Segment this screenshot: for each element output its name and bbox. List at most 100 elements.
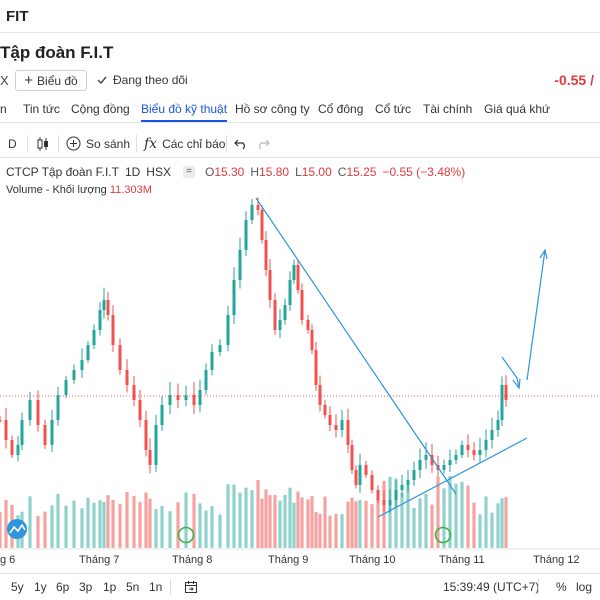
volume-bar: [72, 500, 76, 548]
compare-label: So sánh: [86, 136, 131, 151]
add-chart-button[interactable]: + Biểu đồ: [15, 70, 87, 91]
range-1d[interactable]: 1n: [149, 580, 163, 594]
redo-icon: [259, 139, 270, 149]
compare-button[interactable]: So sánh: [66, 129, 130, 158]
volume-bar: [283, 495, 287, 548]
volume-bar: [244, 487, 248, 548]
event-marker-icon[interactable]: [434, 526, 452, 544]
tab-news[interactable]: Tin tức: [23, 102, 60, 116]
candle-body: [154, 425, 158, 465]
volume-bar: [192, 493, 196, 548]
tab-dividends[interactable]: Cổ tức: [375, 102, 412, 116]
volume-bar: [204, 510, 208, 548]
volume-bar: [300, 497, 304, 548]
volume-bar: [268, 495, 272, 548]
volume-bar: [50, 505, 54, 548]
volume-bar: [4, 499, 8, 548]
event-marker-icon[interactable]: [177, 526, 195, 544]
volume-bar: [64, 505, 68, 548]
time-axis-label: Tháng 9: [268, 554, 308, 566]
candle-body: [148, 450, 152, 465]
volume-bar: [460, 481, 464, 548]
redo-button[interactable]: [256, 129, 270, 158]
log-scale-toggle[interactable]: log: [576, 580, 593, 594]
tab-shareholders[interactable]: Cổ đông: [318, 102, 364, 116]
volume-bar: [318, 514, 322, 548]
volume-bar: [256, 479, 260, 548]
volume-bar: [354, 501, 358, 548]
volume-bar: [424, 493, 428, 548]
volume-bar: [412, 507, 416, 548]
volume-bar: [454, 483, 458, 548]
candle-body: [382, 500, 386, 505]
candle-body: [72, 370, 76, 380]
candle-body: [118, 345, 122, 370]
percent-scale-toggle[interactable]: %: [556, 580, 567, 594]
volume-label: Volume - Khối lượng: [6, 184, 107, 196]
range-1y[interactable]: 1y: [34, 580, 47, 594]
function-icon: fx: [144, 135, 158, 152]
volume-bar: [168, 511, 172, 548]
follow-toggle[interactable]: Đang theo dõi: [97, 73, 188, 87]
tab-bar: n Tin tức Cộng đồng Biểu đồ kỹ thuật Hồ …: [0, 97, 600, 123]
candle-body: [86, 345, 90, 360]
collapse-legend-button[interactable]: =: [182, 166, 195, 178]
volume-bar: [496, 503, 500, 548]
volume-bar: [306, 499, 310, 548]
time-axis-label: Tháng 10: [349, 554, 395, 566]
candle-body: [394, 490, 398, 500]
volume-bar: [43, 511, 47, 548]
candlesticks: [0, 197, 508, 513]
range-5d[interactable]: 5n: [126, 580, 140, 594]
volume-bar: [273, 494, 277, 548]
price-change: -0.55 /: [554, 72, 594, 88]
candle-body: [328, 415, 332, 425]
candle-body: [168, 395, 172, 405]
tab-technical-chart[interactable]: Biểu đồ kỹ thuật: [141, 102, 228, 116]
interval-button[interactable]: D: [8, 129, 17, 158]
range-3m[interactable]: 3p: [79, 580, 93, 594]
candle-body: [238, 250, 242, 280]
tab-community[interactable]: Cộng đồng: [71, 102, 130, 116]
candle-body: [292, 265, 296, 280]
tab-price-history[interactable]: Giá quá khứ: [484, 102, 551, 116]
bottom-divider: [538, 579, 539, 595]
volume-bar: [478, 514, 482, 548]
candle-body: [424, 455, 428, 460]
range-1m[interactable]: 1p: [103, 580, 117, 594]
volume-bar: [466, 485, 470, 548]
price-chart[interactable]: g 6 Tháng 7 Tháng 8 Tháng 9 Tháng 10 Tháng 11…: [0, 159, 600, 571]
candle-body: [184, 395, 188, 400]
candle-body: [92, 330, 96, 345]
volume-bar: [98, 500, 102, 548]
volume-bar: [154, 509, 158, 548]
volume-bar: [310, 496, 314, 548]
tab-financials[interactable]: Tài chính: [423, 102, 473, 116]
volume-bar: [448, 476, 452, 548]
chart-type-button[interactable]: [36, 129, 50, 158]
volume-bar: [328, 515, 332, 548]
range-6m[interactable]: 6p: [56, 580, 70, 594]
undo-button[interactable]: [234, 129, 248, 158]
tab-overview[interactable]: n: [0, 102, 7, 116]
candle-body: [106, 300, 110, 315]
volume-bar: [184, 492, 188, 548]
tab-company-profile[interactable]: Hồ sơ công ty: [235, 102, 310, 116]
time-axis: g 6 Tháng 7 Tháng 8 Tháng 9 Tháng 10 Tháng 11…: [0, 554, 579, 566]
volume-bar: [250, 490, 254, 548]
candle-body: [314, 350, 318, 385]
candle-body: [43, 425, 47, 445]
toolbar-divider: [27, 135, 28, 152]
volume-bar: [28, 496, 32, 548]
range-5y[interactable]: 5y: [11, 580, 24, 594]
candle-body: [260, 210, 264, 240]
brand-logo-icon: [7, 519, 27, 539]
close-label: C: [337, 165, 347, 179]
volume-bar: [80, 508, 84, 548]
arrowhead-down: [512, 378, 521, 390]
go-to-date-icon[interactable]: [184, 580, 198, 594]
active-tab-indicator: [141, 120, 227, 122]
indicators-button[interactable]: fx Các chỉ báo: [144, 129, 225, 158]
candle-body: [376, 490, 380, 500]
candle-body: [442, 465, 446, 470]
